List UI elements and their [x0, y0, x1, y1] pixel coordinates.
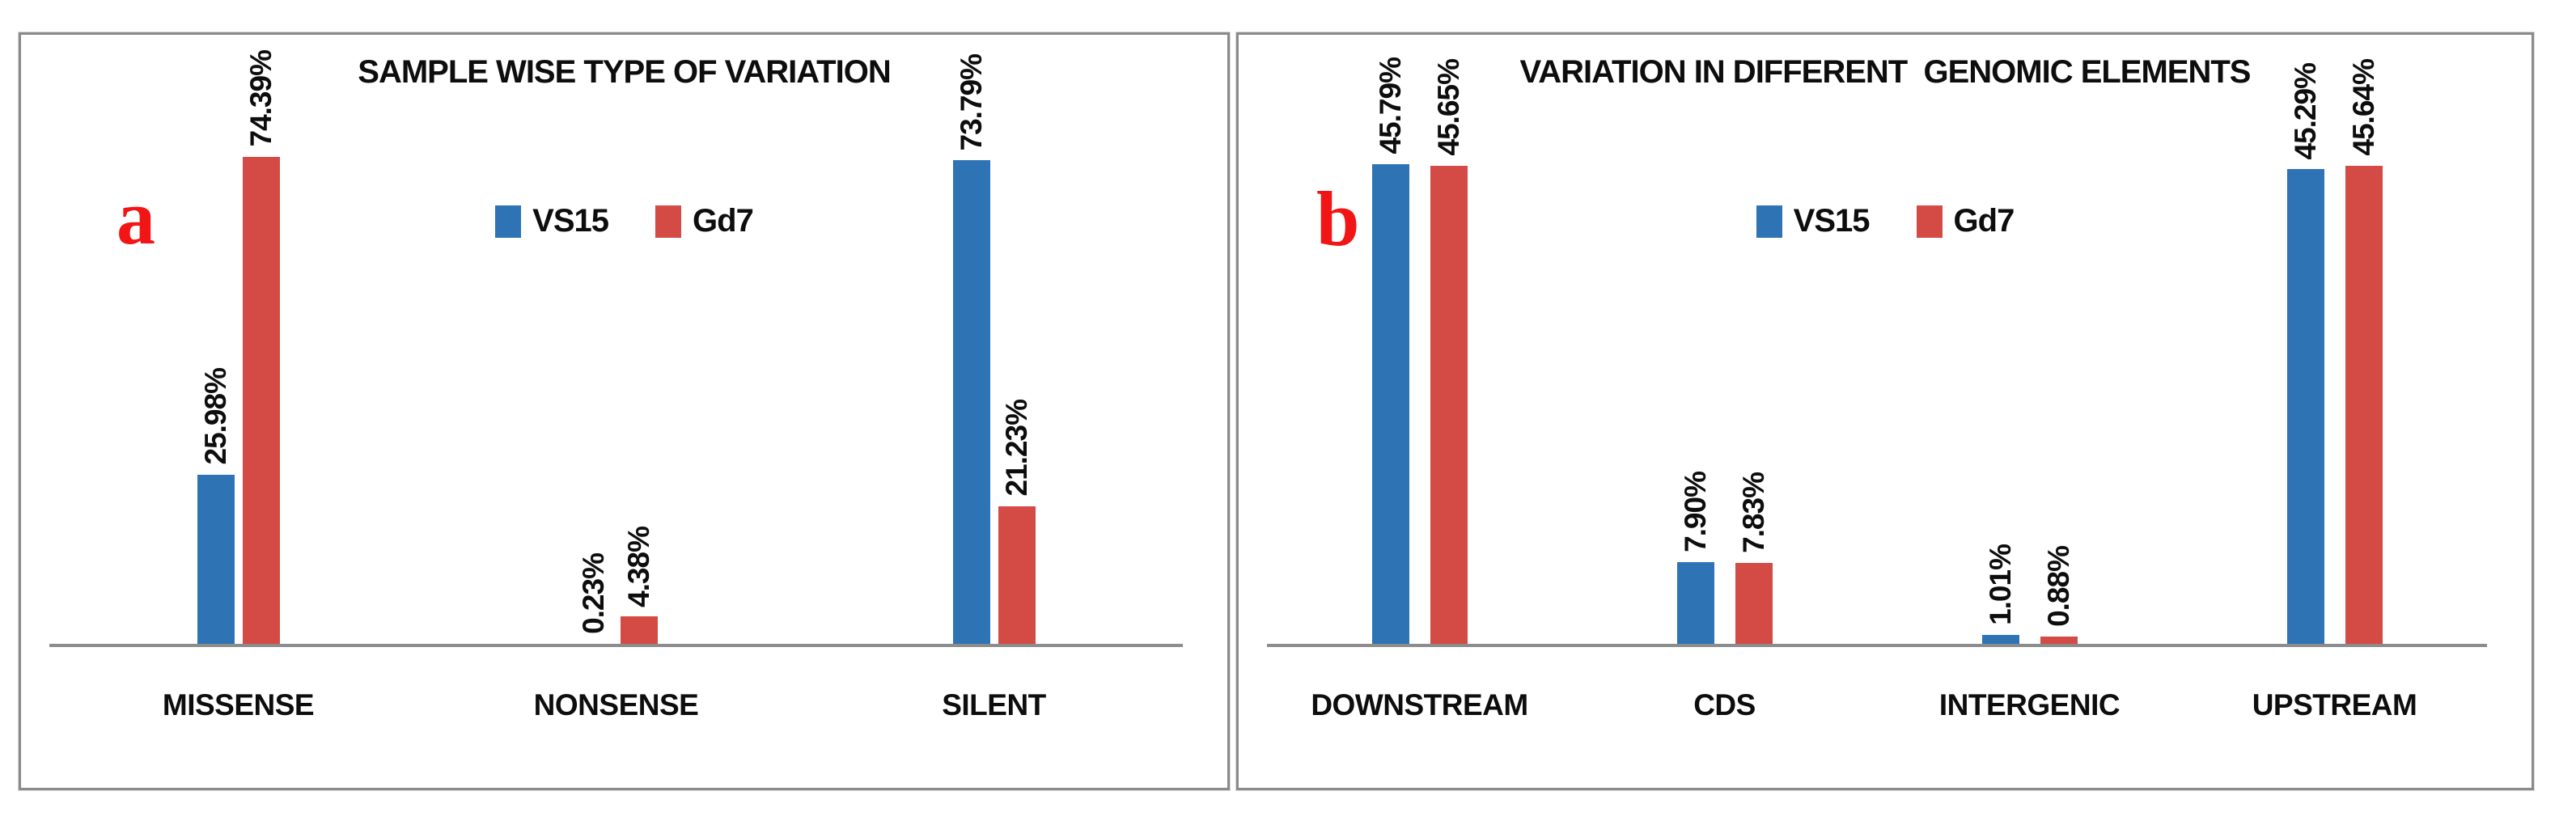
bar-rect — [1430, 165, 1468, 645]
bar-group-upstream: 45.29% 45.64% — [2182, 59, 2487, 645]
bar-group-intergenic: 1.01% 0.88% — [1877, 544, 2182, 645]
bar-group-silent: 73.79% 21.23% — [805, 54, 1183, 645]
x-axis-line — [1267, 644, 2487, 647]
bar-gd7-silent: 21.23% — [998, 400, 1036, 645]
bar-rect — [998, 506, 1036, 645]
bar-value-label: 73.79% — [954, 53, 988, 151]
bar-rect — [1371, 163, 1409, 645]
legend-item-gd7: Gd7 — [1916, 203, 2015, 239]
category-label-intergenic: INTERGENIC — [1938, 688, 2121, 721]
bar-gd7-upstream: 45.64% — [2345, 59, 2383, 645]
category-label-nonsense: NONSENSE — [533, 688, 699, 721]
legend-swatch-blue-icon — [1756, 205, 1782, 238]
bar-value-label: 45.79% — [1373, 57, 1407, 154]
bar-value-label: 45.64% — [2346, 59, 2380, 156]
bar-group-missense: 25.98% 74.39% — [49, 50, 427, 645]
bar-gd7-missense: 74.39% — [242, 50, 280, 645]
bar-rect — [242, 156, 280, 645]
plot-area: 25.98% 74.39% 0.23% 4.38% 73.79% 21.23% — [49, 50, 1183, 645]
bar-value-label: 0.23% — [576, 553, 610, 634]
bar-value-label: 1.01% — [1983, 544, 2017, 625]
bar-value-label: 0.88% — [2041, 545, 2075, 627]
plot-area: 45.79% 45.65% 7.90% 7.83% 1.01% 0.88% 45.29% 45… — [1267, 57, 2487, 645]
legend: VS15 Gd7 — [1239, 203, 2532, 239]
bar-rect — [1676, 562, 1714, 645]
legend-label: Gd7 — [1953, 203, 2015, 239]
legend-swatch-red-icon — [655, 205, 682, 238]
bar-rect — [620, 616, 658, 645]
bar-gd7-downstream: 45.65% — [1430, 59, 1468, 645]
category-axis: MISSENSE NONSENSE SILENT — [49, 688, 1183, 722]
bar-group-nonsense: 0.23% 4.38% — [427, 527, 805, 645]
legend-item-gd7: Gd7 — [655, 203, 754, 239]
bar-vs15-missense: 25.98% — [197, 368, 235, 645]
bar-vs15-silent: 73.79% — [952, 54, 990, 645]
bar-value-label: 45.65% — [1431, 59, 1465, 156]
bar-vs15-intergenic: 1.01% — [1981, 544, 2019, 645]
chart-title: SAMPLE WISE TYPE OF VARIATION — [358, 54, 891, 90]
category-label-upstream: UPSTREAM — [2252, 688, 2417, 721]
bar-rect — [952, 160, 990, 645]
category-axis: DOWNSTREAM CDS INTERGENIC UPSTREAM — [1267, 688, 2487, 722]
bar-value-label: 4.38% — [621, 526, 655, 607]
bar-rect — [2040, 636, 2078, 645]
bar-vs15-downstream: 45.79% — [1371, 57, 1409, 645]
chart-panel-b: VARIATION IN DIFFERENT GENOMIC ELEMENTS … — [1236, 32, 2534, 790]
chart-title: VARIATION IN DIFFERENT GENOMIC ELEMENTS — [1519, 54, 2252, 90]
bar-vs15-cds: 7.90% — [1676, 472, 1714, 645]
bar-rect — [1735, 563, 1773, 645]
bar-value-label: 45.29% — [2288, 62, 2322, 160]
bar-gd7-nonsense: 4.38% — [620, 527, 658, 645]
bar-rect — [197, 474, 235, 645]
legend-label: VS15 — [1793, 203, 1871, 239]
bar-value-label: 7.83% — [1736, 472, 1770, 554]
bar-value-label: 21.23% — [999, 400, 1033, 497]
bar-rect — [2345, 165, 2383, 645]
bar-value-label: 74.39% — [244, 50, 278, 147]
category-label-silent: SILENT — [942, 688, 1046, 721]
panel-letter-a: a — [117, 174, 155, 260]
category-label-cds: CDS — [1693, 688, 1756, 721]
legend-item-vs15: VS15 — [495, 203, 609, 239]
legend-label: Gd7 — [693, 203, 754, 239]
bar-group-downstream: 45.79% 45.65% — [1267, 57, 1572, 645]
legend: VS15 Gd7 — [21, 203, 1227, 239]
x-axis-line — [49, 644, 1183, 647]
bar-rect — [1981, 634, 2019, 645]
bar-group-cds: 7.90% 7.83% — [1572, 472, 1877, 645]
bar-value-label: 7.90% — [1678, 472, 1712, 553]
panel-letter-b: b — [1316, 176, 1360, 262]
bar-vs15-upstream: 45.29% — [2286, 63, 2324, 645]
bar-value-label: 25.98% — [198, 368, 232, 465]
legend-item-vs15: VS15 — [1756, 203, 1871, 239]
category-label-missense: MISSENSE — [162, 688, 315, 721]
bar-gd7-intergenic: 0.88% — [2040, 546, 2078, 645]
category-label-downstream: DOWNSTREAM — [1311, 688, 1528, 721]
legend-swatch-red-icon — [1916, 205, 1943, 238]
legend-label: VS15 — [532, 203, 609, 239]
bar-rect — [2286, 169, 2324, 645]
chart-panel-a: SAMPLE WISE TYPE OF VARIATION a VS15 Gd7… — [19, 32, 1230, 790]
legend-swatch-blue-icon — [495, 205, 522, 238]
bar-gd7-cds: 7.83% — [1735, 472, 1773, 645]
